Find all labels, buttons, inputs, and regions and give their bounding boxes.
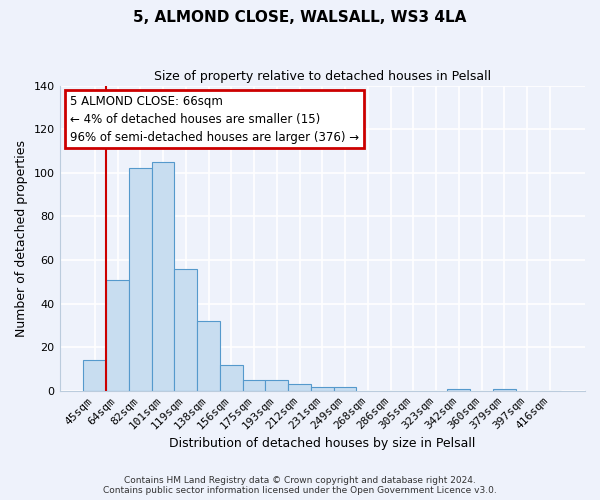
Y-axis label: Number of detached properties: Number of detached properties: [15, 140, 28, 336]
Bar: [242, 380, 265, 391]
Bar: [220, 364, 242, 391]
Bar: [106, 280, 129, 391]
Text: 5 ALMOND CLOSE: 66sqm
← 4% of detached houses are smaller (15)
96% of semi-detac: 5 ALMOND CLOSE: 66sqm ← 4% of detached h…: [70, 94, 359, 144]
X-axis label: Distribution of detached houses by size in Pelsall: Distribution of detached houses by size …: [169, 437, 475, 450]
Bar: [265, 380, 288, 391]
Text: Contains HM Land Registry data © Crown copyright and database right 2024.
Contai: Contains HM Land Registry data © Crown c…: [103, 476, 497, 495]
Bar: [152, 162, 175, 391]
Bar: [311, 386, 334, 391]
Bar: [175, 268, 197, 391]
Bar: [129, 168, 152, 391]
Bar: [197, 321, 220, 391]
Bar: [83, 360, 106, 391]
Bar: [448, 388, 470, 391]
Bar: [288, 384, 311, 391]
Bar: [493, 388, 515, 391]
Text: 5, ALMOND CLOSE, WALSALL, WS3 4LA: 5, ALMOND CLOSE, WALSALL, WS3 4LA: [133, 10, 467, 25]
Title: Size of property relative to detached houses in Pelsall: Size of property relative to detached ho…: [154, 70, 491, 83]
Bar: [334, 386, 356, 391]
